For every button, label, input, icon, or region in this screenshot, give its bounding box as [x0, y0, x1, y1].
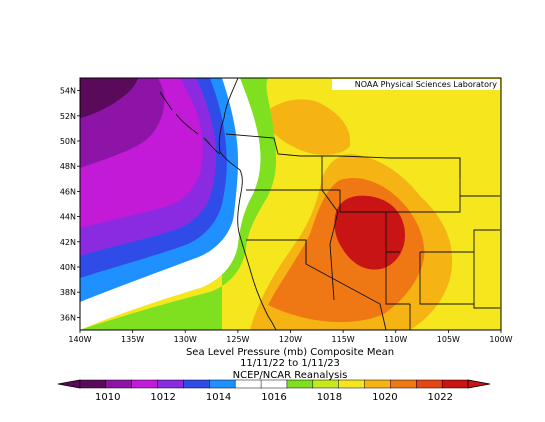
- colorbar-swatch: [441, 379, 469, 389]
- caption-line-2: 11/11/22 to 1/11/23: [240, 358, 340, 369]
- colorbar: 1010 1012 1014 1016 1018 1020 1022: [57, 379, 491, 403]
- colorbar-swatch: [183, 379, 210, 389]
- colorbar-label: 1020: [372, 392, 397, 403]
- lon-tick-label: 115W: [332, 335, 355, 344]
- colorbar-swatch: [157, 379, 185, 389]
- lat-tick-label: 38N: [60, 288, 76, 297]
- colorbar-swatch: [312, 379, 340, 389]
- lon-tick-label: 110W: [384, 335, 407, 344]
- lon-tick-label: 130W: [174, 335, 197, 344]
- colorbar-swatch: [286, 379, 314, 389]
- colorbar-swatch: [209, 379, 236, 389]
- lon-tick-label: 105W: [437, 335, 460, 344]
- lat-tick-label: 50N: [60, 137, 76, 146]
- lat-tick-label: 36N: [60, 313, 76, 322]
- field-1022: [334, 195, 406, 270]
- lon-tick-label: 125W: [226, 335, 249, 344]
- lat-tick-label: 42N: [60, 238, 76, 247]
- colorbar-swatch: [79, 379, 107, 389]
- colorbar-label: 1022: [428, 392, 453, 403]
- lat-tick-label: 40N: [60, 263, 76, 272]
- colorbar-swatch: [338, 379, 366, 389]
- longitude-tick-labels: 140W 135W 130W 125W 120W 115W 110W 105W 100W: [68, 330, 513, 344]
- colorbar-arrow-left: [57, 379, 81, 389]
- map-panel: [80, 78, 501, 330]
- colorbar-swatch: [234, 379, 262, 389]
- colorbar-swatch: [105, 379, 133, 389]
- credit-text: NOAA Physical Sciences Laboratory: [355, 80, 498, 89]
- colorbar-label: 1012: [150, 392, 175, 403]
- colorbar-label: 1018: [317, 392, 342, 403]
- lat-tick-label: 52N: [60, 112, 76, 121]
- colorbar-label: 1010: [95, 392, 120, 403]
- colorbar-swatch: [390, 379, 417, 389]
- colorbar-label: 1016: [261, 392, 286, 403]
- colorbar-swatch: [416, 379, 443, 389]
- colorbar-label: 1014: [206, 392, 231, 403]
- lat-tick-label: 46N: [60, 187, 76, 196]
- lon-tick-label: 135W: [121, 335, 144, 344]
- lon-tick-label: 120W: [279, 335, 302, 344]
- caption-line-3: NCEP/NCAR Reanalysis: [233, 370, 348, 381]
- lat-tick-label: 48N: [60, 162, 76, 171]
- lon-tick-label: 100W: [489, 335, 512, 344]
- colorbar-swatch: [260, 379, 288, 389]
- colorbar-swatch: [364, 379, 391, 389]
- caption-line-1: Sea Level Pressure (mb) Composite Mean: [186, 347, 394, 358]
- field-1010: [80, 78, 138, 118]
- latitude-tick-labels: 54N 52N 50N 48N 46N 44N 42N 40N 38N 36N: [60, 87, 80, 322]
- lat-tick-label: 54N: [60, 87, 76, 96]
- colorbar-arrow-right: [467, 379, 491, 389]
- colorbar-swatch: [131, 379, 159, 389]
- lat-tick-label: 44N: [60, 213, 76, 222]
- credit-box: [332, 79, 500, 90]
- lon-tick-label: 140W: [68, 335, 91, 344]
- coastlines-and-borders: [159, 78, 500, 330]
